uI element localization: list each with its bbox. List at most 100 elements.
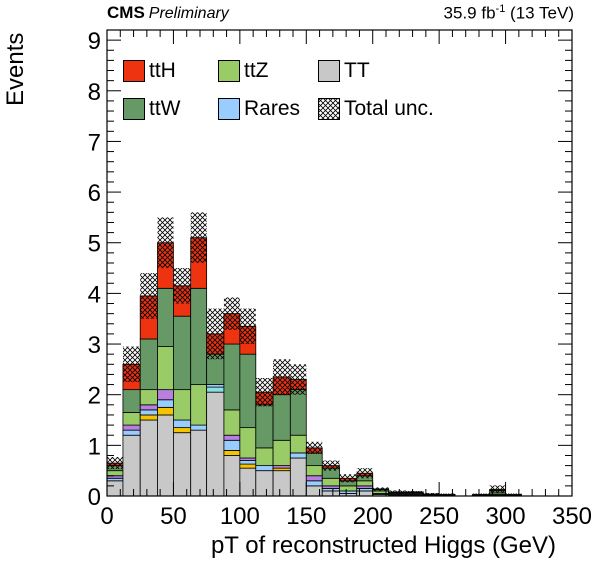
bar-rares-bin-1 (122, 429, 141, 436)
y-tick-label-5: 5 (88, 231, 101, 258)
x-tick-label-150: 150 (286, 503, 326, 530)
uncertainty-bin-15 (356, 468, 373, 479)
legend-swatch-rares (218, 98, 240, 120)
uncertainty-bin-5 (190, 212, 207, 263)
y-axis-label: Events (2, 32, 29, 106)
bar-ttz-bin-3 (157, 346, 174, 391)
energy-label: (13 TeV) (510, 3, 574, 23)
bar-purple-bin-7 (223, 434, 241, 441)
y-tick-label-2: 2 (88, 383, 101, 410)
bar-tt-bin-5 (190, 429, 208, 497)
x-tick-label-250: 250 (419, 503, 459, 530)
legend-label-tt: TT (344, 59, 370, 82)
uncertainty-bin-10 (273, 359, 291, 395)
bar-ttw-bin-7 (223, 343, 241, 411)
legend-swatch-tth (123, 60, 145, 82)
bar-ttz-bin-5 (190, 384, 208, 426)
bar-ttz-bin-10 (272, 439, 291, 467)
bar-yellow-bin-2 (139, 414, 158, 421)
uncertainty-bin-11 (290, 364, 307, 395)
uncertainty-band-group (107, 212, 522, 496)
experiment-label: CMS Preliminary (107, 3, 229, 23)
bar-ttz-bin-0 (106, 470, 124, 477)
legend-label-ttw: ttW (149, 97, 181, 120)
bar-rares-bin-2 (139, 409, 158, 416)
bar-ttz-bin-15 (356, 480, 374, 487)
bar-ttw-bin-8 (239, 353, 257, 429)
bar-cyan-bin-6 (206, 386, 225, 393)
uncertainty-bin-7 (223, 297, 240, 330)
bar-ttw-bin-4 (173, 315, 192, 391)
uncertainty-bin-1 (122, 346, 141, 383)
x-axis-label: pT of reconstructed Higgs (GeV) (210, 532, 556, 559)
bar-ttw-bin-10 (272, 394, 291, 441)
bar-tt-bin-9 (255, 470, 274, 497)
uncertainty-bin-2 (140, 273, 158, 319)
luminosity-label: 35.9 fb-1 (13 TeV) (444, 3, 574, 24)
uncertainty-bin-19 (423, 492, 440, 495)
x-tick-label-50: 50 (160, 503, 187, 530)
bar-tt-bin-10 (272, 470, 291, 497)
bar-ttz-bin-1 (122, 412, 141, 426)
bar-ttw-bin-3 (157, 287, 174, 347)
bar-ttz-bin-13 (321, 477, 340, 487)
y-tick-label-9: 9 (88, 28, 101, 55)
bar-ttz-bin-4 (173, 389, 192, 421)
bar-ttw-bin-5 (190, 287, 208, 385)
uncertainty-bin-24 (505, 493, 522, 496)
bar-tt-bin-6 (206, 391, 225, 497)
y-tick-label-3: 3 (88, 332, 101, 359)
bar-ttw-bin-9 (255, 404, 274, 449)
lumi-value: 35.9 fb (443, 3, 496, 23)
uncertainty-bin-0 (107, 456, 123, 470)
bar-purple-bin-12 (305, 475, 323, 482)
status-label: Preliminary (148, 5, 229, 22)
uncertainty-bin-13 (322, 460, 340, 471)
bar-rares-bin-9 (255, 465, 274, 472)
bar-yellow-bin-4 (173, 427, 192, 434)
bar-rares-bin-12 (305, 480, 323, 487)
uncertainty-bin-14 (339, 474, 357, 483)
bar-rares-bin-3 (157, 399, 174, 408)
bar-ttz-bin-9 (255, 447, 274, 467)
y-tick-label-6: 6 (88, 180, 101, 207)
uncertainty-bin-8 (239, 308, 256, 345)
bar-ttz-bin-2 (139, 389, 158, 406)
bar-yellow-bin-7 (223, 450, 241, 456)
bar-rares-bin-4 (173, 419, 192, 429)
bar-yellow-bin-8 (239, 463, 257, 469)
x-tick-label-350: 350 (552, 503, 592, 530)
uncertainty-bin-12 (306, 441, 323, 454)
bar-rares-bin-7 (223, 439, 241, 451)
y-tick-label-1: 1 (88, 433, 101, 460)
bar-rares-bin-8 (239, 460, 257, 465)
lumi-exponent: -1 (495, 3, 506, 15)
bar-purple-bin-3 (157, 389, 174, 401)
bar-ttz-bin-8 (239, 427, 257, 459)
bar-tt-bin-4 (173, 432, 192, 497)
bar-purple-bin-1 (122, 424, 141, 431)
experiment-name: CMS (107, 3, 145, 22)
y-tick-label-4: 4 (88, 281, 101, 308)
uncertainty-bin-18 (405, 490, 424, 493)
uncertainty-bin-9 (255, 377, 274, 407)
x-tick-label-300: 300 (486, 503, 526, 530)
x-tick-label-200: 200 (353, 503, 393, 530)
axes-group: 0 50 100 150 200 250 300 350 0 1 2 3 4 5 6 7 8 9 (88, 28, 592, 530)
bar-ttw-bin-1 (122, 389, 141, 413)
bar-purple-bin-2 (139, 404, 158, 411)
uncertainty-bin-16 (372, 487, 389, 491)
legend-swatch-ttz (218, 60, 240, 82)
x-tick-label-100: 100 (220, 503, 260, 530)
bar-tt-bin-3 (157, 414, 174, 497)
legend-label-rares: Rares (244, 97, 301, 120)
legend-swatch-tt (318, 60, 340, 82)
bar-ttw-bin-11 (289, 389, 307, 436)
y-tick-label-0: 0 (88, 484, 101, 511)
legend-label-ttz: ttZ (244, 59, 269, 82)
y-tick-label-8: 8 (88, 79, 101, 106)
uncertainty-bin-22 (472, 493, 490, 496)
uncertainty-bin-3 (157, 217, 174, 269)
uncertainty-bin-6 (206, 308, 224, 360)
